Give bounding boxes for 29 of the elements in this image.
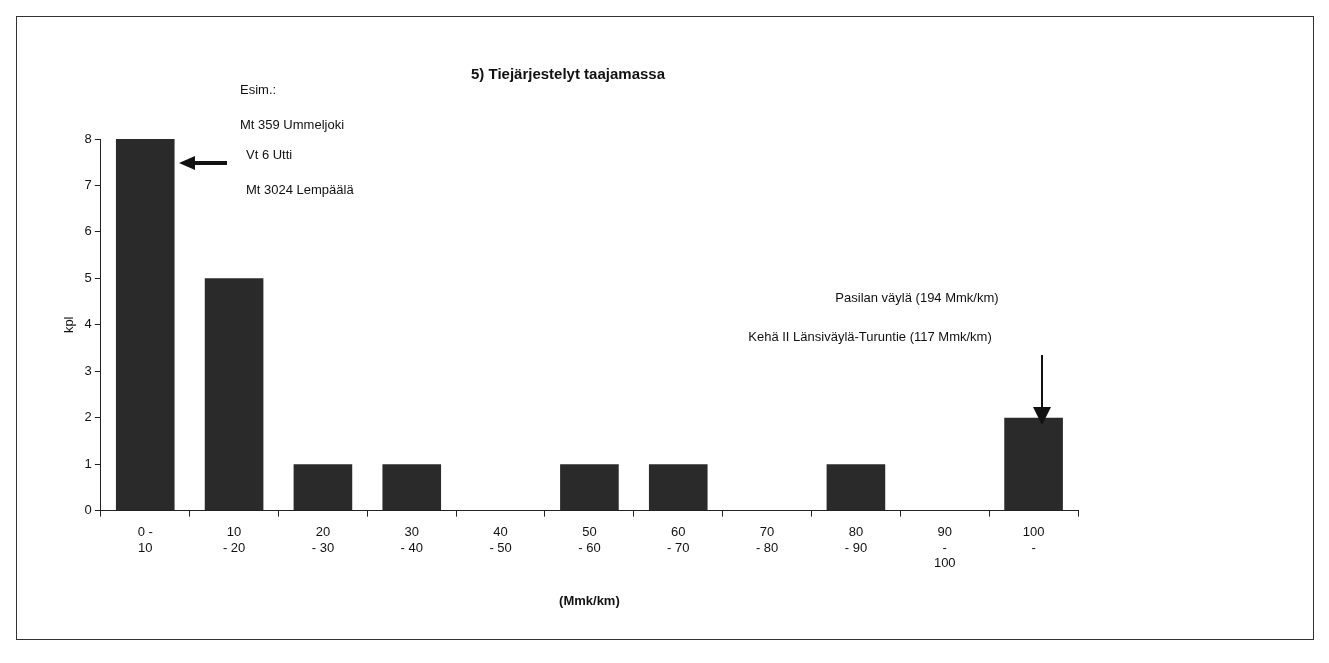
text: Esim.: bbox=[240, 81, 277, 97]
annotation: Vt 6 Utti bbox=[246, 146, 293, 162]
y-tick-label: 8 bbox=[84, 130, 92, 146]
y-tick-label: 7 bbox=[84, 177, 92, 193]
x-tick-label: 20 - 30 bbox=[311, 523, 335, 555]
y-axis-title: kpl bbox=[61, 316, 77, 334]
annotation: Mt 3024 Lempäälä bbox=[246, 181, 355, 197]
annotation: Kehä II Länsiväylä-Turuntie (117 Mmk/km) bbox=[748, 328, 992, 344]
y-tick-label: 2 bbox=[84, 409, 92, 425]
chart-title: 5) Tiejärjestelyt taajamassa bbox=[470, 65, 666, 83]
x-tick-label: 90 - 100 bbox=[933, 523, 956, 571]
y-tick-label: 0 bbox=[84, 502, 92, 518]
x-tick-label: 40 - 50 bbox=[489, 523, 512, 555]
x-tick-label: 50 - 60 bbox=[578, 523, 601, 555]
x-tick-label: 30 - 40 bbox=[400, 523, 423, 555]
y-tick-label: 4 bbox=[84, 316, 92, 332]
y-tick-label: 6 bbox=[84, 223, 92, 239]
x-tick-label: 100 - bbox=[1022, 523, 1045, 555]
x-tick-label: 10 - 20 bbox=[222, 523, 246, 555]
y-tick-label: 1 bbox=[84, 455, 92, 471]
x-tick-label: 0 - 10 bbox=[137, 523, 153, 555]
x-tick-label: 60 - 70 bbox=[667, 523, 690, 555]
y-tick-label: 5 bbox=[84, 269, 92, 285]
y-tick-label: 3 bbox=[84, 362, 92, 378]
x-tick-label: 70 - 80 bbox=[755, 523, 779, 555]
annotation: Pasilan väylä (194 Mmk/km) bbox=[835, 289, 999, 305]
x-tick-label: 80 - 90 bbox=[844, 523, 868, 555]
text: Mt 359 Ummeljoki bbox=[240, 116, 345, 132]
x-axis-title: (Mmk/km) bbox=[559, 592, 620, 608]
